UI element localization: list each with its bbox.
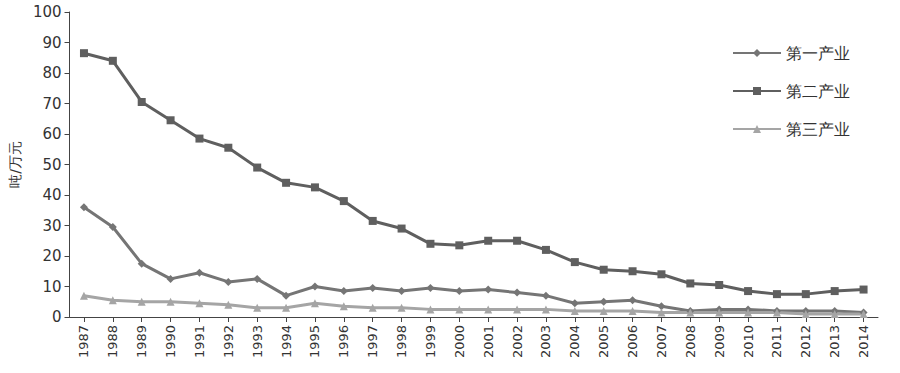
svg-text:2008: 2008 [683, 325, 698, 358]
svg-text:60: 60 [42, 125, 61, 143]
svg-text:1991: 1991 [192, 325, 207, 358]
svg-text:20: 20 [42, 247, 61, 265]
svg-text:第一产业: 第一产业 [786, 44, 850, 63]
svg-text:30: 30 [42, 217, 61, 235]
svg-text:2002: 2002 [510, 325, 525, 358]
svg-text:2010: 2010 [741, 325, 756, 358]
svg-text:1995: 1995 [307, 325, 322, 358]
svg-text:1996: 1996 [336, 325, 351, 358]
svg-text:2003: 2003 [538, 325, 553, 358]
svg-text:1994: 1994 [279, 325, 294, 358]
svg-text:2011: 2011 [769, 325, 784, 358]
svg-text:吨/万元: 吨/万元 [7, 141, 23, 188]
svg-text:40: 40 [42, 186, 61, 204]
svg-text:50: 50 [42, 156, 61, 174]
svg-text:10: 10 [42, 278, 61, 296]
svg-text:90: 90 [42, 34, 61, 52]
svg-text:1993: 1993 [250, 325, 265, 358]
svg-text:1999: 1999 [423, 325, 438, 358]
svg-text:2001: 2001 [481, 325, 496, 358]
svg-text:2000: 2000 [452, 325, 467, 358]
svg-text:0: 0 [52, 308, 62, 326]
svg-text:1987: 1987 [76, 325, 91, 358]
svg-text:1988: 1988 [105, 325, 120, 358]
svg-text:1989: 1989 [134, 325, 149, 358]
svg-text:1990: 1990 [163, 325, 178, 358]
svg-text:第二产业: 第二产业 [786, 82, 850, 101]
svg-text:80: 80 [42, 64, 61, 82]
svg-text:2014: 2014 [856, 325, 871, 358]
svg-text:2006: 2006 [625, 325, 640, 358]
svg-text:2012: 2012 [798, 325, 813, 358]
svg-text:2005: 2005 [596, 325, 611, 358]
svg-text:70: 70 [42, 95, 61, 113]
svg-text:2004: 2004 [567, 325, 582, 358]
svg-text:100: 100 [33, 3, 62, 21]
svg-text:2007: 2007 [654, 325, 669, 358]
svg-text:1998: 1998 [394, 325, 409, 358]
svg-text:2013: 2013 [827, 325, 842, 358]
svg-text:2009: 2009 [712, 325, 727, 358]
svg-text:1992: 1992 [221, 325, 236, 358]
svg-text:1997: 1997 [365, 325, 380, 358]
svg-text:第三产业: 第三产业 [786, 120, 850, 139]
